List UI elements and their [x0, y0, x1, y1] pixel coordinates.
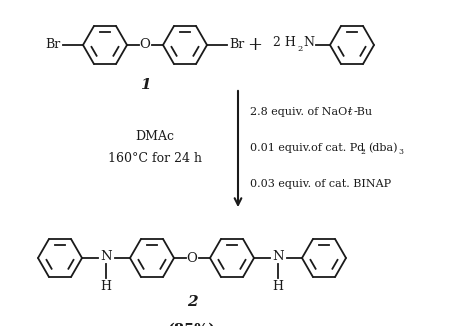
Text: 1: 1	[140, 78, 150, 92]
Text: Br: Br	[46, 38, 61, 52]
Text: N: N	[303, 36, 314, 49]
Text: 3: 3	[398, 148, 403, 156]
Text: DMAc: DMAc	[136, 129, 174, 142]
Text: O: O	[139, 38, 150, 52]
Text: H: H	[273, 279, 283, 292]
Text: +: +	[247, 36, 263, 54]
Text: 2: 2	[297, 45, 302, 53]
Text: N: N	[100, 249, 112, 262]
Text: 0.03 equiv. of cat. BINAP: 0.03 equiv. of cat. BINAP	[250, 179, 391, 189]
Text: 2.8 equiv. of NaO-: 2.8 equiv. of NaO-	[250, 107, 351, 117]
Text: Br: Br	[229, 38, 244, 52]
Text: t: t	[347, 107, 352, 117]
Text: 160°C for 24 h: 160°C for 24 h	[108, 152, 202, 165]
Text: -Bu: -Bu	[354, 107, 373, 117]
Text: (85%): (85%)	[168, 323, 216, 326]
Text: O: O	[187, 251, 198, 264]
Text: 2: 2	[360, 148, 365, 156]
Text: 0.01 equiv.of cat. Pd: 0.01 equiv.of cat. Pd	[250, 143, 364, 153]
Text: 2 H: 2 H	[273, 36, 296, 49]
Text: 2: 2	[187, 295, 197, 309]
Text: N: N	[272, 249, 284, 262]
Text: (dba): (dba)	[368, 143, 398, 153]
Text: H: H	[100, 279, 111, 292]
